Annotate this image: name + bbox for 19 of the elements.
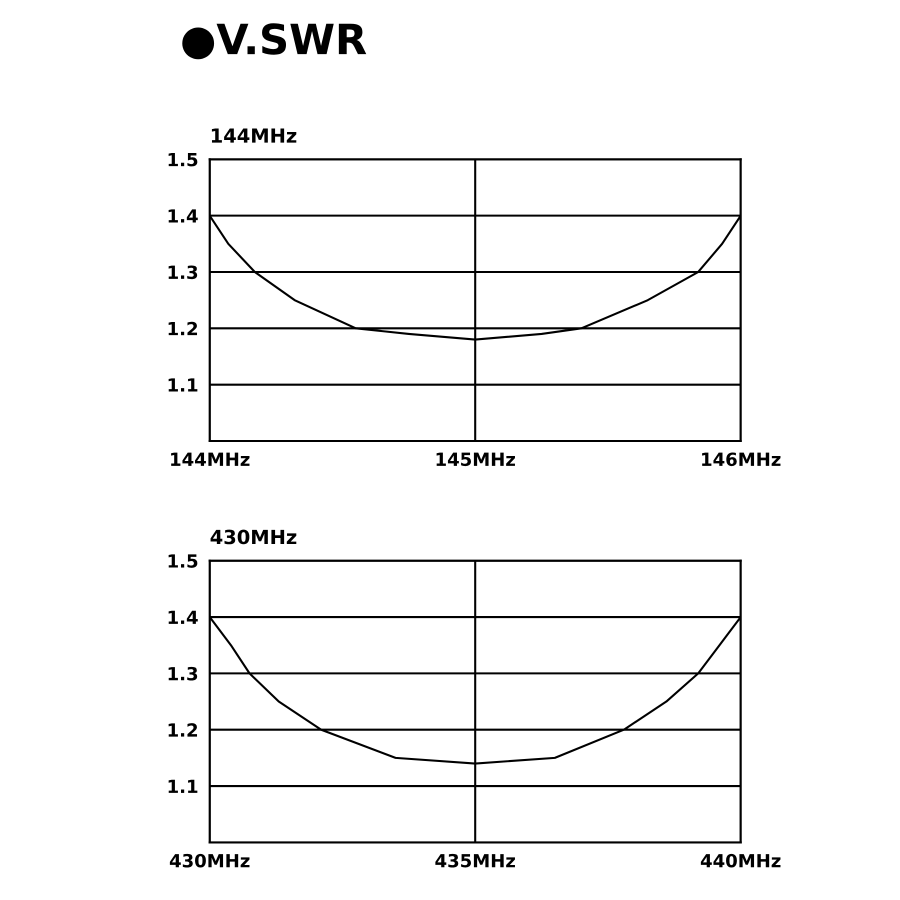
x-tick-label: 435MHz xyxy=(435,854,515,868)
y-tick-label: 1.1 xyxy=(168,378,198,392)
y-tick-label: 1.1 xyxy=(168,780,198,793)
x-tick-label: 145MHz xyxy=(436,452,515,466)
x-tick-label: 146MHz xyxy=(702,452,780,466)
chart-title: ●V.SWR xyxy=(182,23,366,60)
y-tick-label: 1.5 xyxy=(168,554,198,568)
chart-subtitle: 144MHz xyxy=(212,128,296,143)
y-tick-label: 1.2 xyxy=(168,322,198,336)
y-tick-label: 1.4 xyxy=(168,610,198,624)
x-tick-label: 430MHz xyxy=(170,854,250,868)
y-tick-label: 1.3 xyxy=(168,666,198,680)
y-tick-label: 1.4 xyxy=(168,209,198,222)
x-tick-label: 144MHz xyxy=(171,452,250,466)
y-tick-label: 1.2 xyxy=(168,723,198,737)
y-tick-label: 1.5 xyxy=(168,152,198,166)
x-tick-label: 440MHz xyxy=(700,854,780,868)
y-tick-label: 1.3 xyxy=(168,265,198,280)
chart-title: 430MHz xyxy=(210,530,296,544)
